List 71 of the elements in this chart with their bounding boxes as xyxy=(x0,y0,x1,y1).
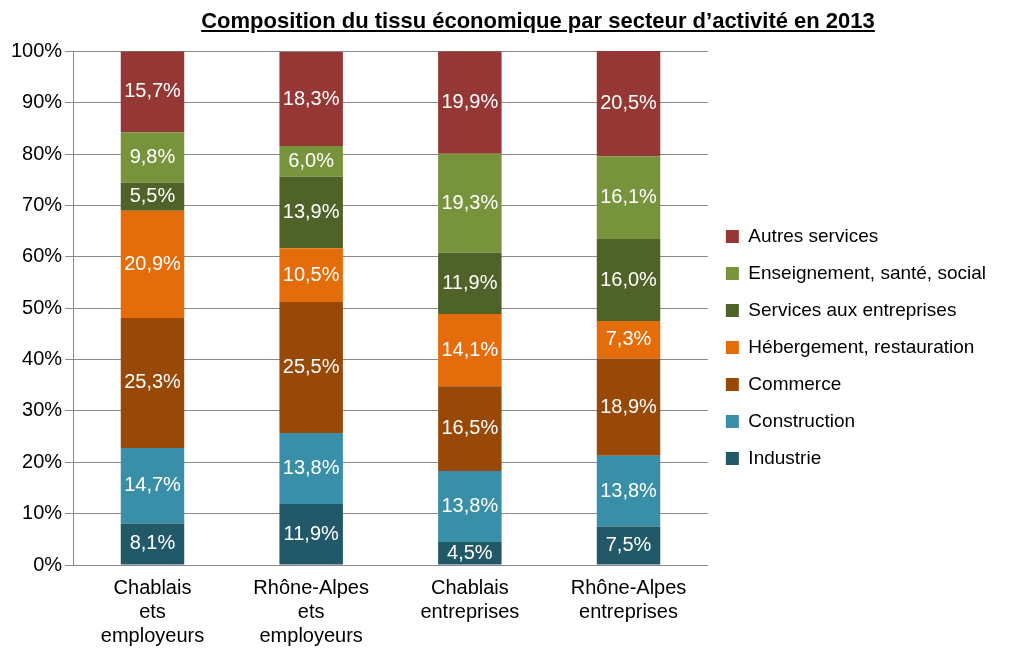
bar xyxy=(438,471,502,542)
y-tick-label: 100% xyxy=(11,39,63,62)
bar xyxy=(279,433,343,504)
data-label: 13,8% xyxy=(282,455,340,478)
bar xyxy=(120,318,185,448)
legend-label: Construction xyxy=(748,409,856,431)
bar xyxy=(120,447,185,524)
legend-label: Hébergement, restauration xyxy=(748,335,975,357)
data-label: 7,5% xyxy=(605,533,652,556)
data-label: 16,1% xyxy=(600,185,658,208)
y-tick-label: 0% xyxy=(33,552,63,575)
data-label: 14,1% xyxy=(441,337,499,360)
legend-label: Autres services xyxy=(748,224,879,246)
bar xyxy=(279,302,343,434)
y-tick-label: 70% xyxy=(22,193,63,216)
x-tick-label: Rhône-Alpes ets employeurs xyxy=(253,575,369,646)
data-label: 8,1% xyxy=(129,531,176,554)
bar xyxy=(596,358,661,456)
data-label: 25,5% xyxy=(282,355,340,378)
bar xyxy=(120,51,185,133)
data-label: 19,9% xyxy=(441,90,499,113)
data-label: 20,9% xyxy=(124,251,182,274)
bar xyxy=(596,156,661,239)
data-label: 9,8% xyxy=(129,144,176,167)
bar xyxy=(596,238,661,322)
y-tick-label: 20% xyxy=(22,449,63,472)
data-label: 16,0% xyxy=(600,267,658,290)
bar xyxy=(438,313,502,387)
data-label: 18,9% xyxy=(600,394,658,417)
data-label: 20,5% xyxy=(600,91,658,114)
legend-label: Industrie xyxy=(748,446,822,468)
bar xyxy=(120,210,185,319)
bar xyxy=(279,176,343,249)
data-label: 16,5% xyxy=(441,416,499,439)
data-label: 13,8% xyxy=(600,478,658,501)
y-tick-label: 80% xyxy=(22,141,63,164)
bar xyxy=(596,51,661,157)
legend-label: Services aux entreprises xyxy=(748,298,957,320)
y-tick-label: 40% xyxy=(22,347,63,370)
data-label: 6,0% xyxy=(288,148,335,171)
data-label: 11,9% xyxy=(283,521,339,544)
legend-label: Commerce xyxy=(748,372,842,394)
y-tick-label: 90% xyxy=(22,90,63,113)
data-label: 13,9% xyxy=(282,200,340,223)
data-label: 5,5% xyxy=(129,184,176,207)
data-label: 19,3% xyxy=(441,190,499,213)
bar xyxy=(438,386,502,472)
y-tick-label: 10% xyxy=(22,501,63,524)
bar xyxy=(279,52,343,146)
bar xyxy=(438,153,502,253)
data-label: 7,3% xyxy=(605,327,652,350)
x-tick-label: Chablais entreprises xyxy=(420,575,520,622)
bar xyxy=(438,252,502,314)
data-label: 4,5% xyxy=(447,540,493,563)
bar xyxy=(596,526,661,565)
y-tick-label: 60% xyxy=(22,244,63,267)
x-tick-label: Rhône-Alpes entreprises xyxy=(570,575,687,622)
data-label: 13,8% xyxy=(441,493,499,516)
bar xyxy=(279,503,343,565)
data-label: 11,9% xyxy=(442,270,498,293)
data-label: 25,3% xyxy=(124,370,182,393)
x-tick-label: Chablais ets employeurs xyxy=(100,575,205,646)
legend-label: Enseignement, santé, social xyxy=(748,261,986,283)
bar xyxy=(438,51,502,154)
data-label: 10,5% xyxy=(282,262,340,285)
data-label: 14,7% xyxy=(124,473,182,496)
y-tick-label: 30% xyxy=(22,398,63,421)
data-label: 15,7% xyxy=(124,79,182,102)
data-label: 18,3% xyxy=(282,86,340,109)
y-tick-label: 50% xyxy=(22,295,63,318)
chart-title: Composition du tissu économique par secteur d’activité en 2013 xyxy=(200,8,876,34)
